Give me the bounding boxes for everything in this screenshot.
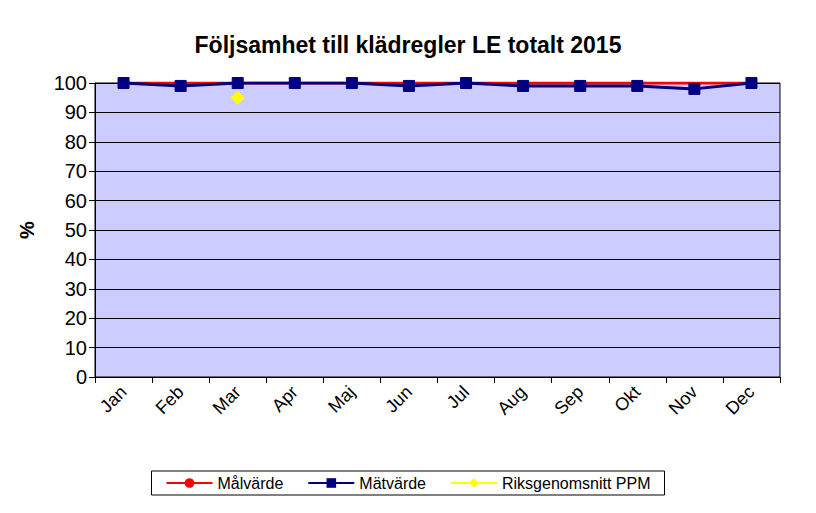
svg-text:Okt: Okt [610, 382, 644, 416]
svg-text:Aug: Aug [493, 382, 530, 419]
svg-text:70: 70 [65, 160, 87, 182]
svg-text:%: % [16, 221, 38, 239]
svg-text:60: 60 [65, 190, 87, 212]
svg-text:Jan: Jan [96, 382, 131, 417]
svg-text:Nov: Nov [665, 382, 702, 419]
svg-text:Mar: Mar [209, 382, 245, 418]
svg-text:80: 80 [65, 131, 87, 153]
svg-text:10: 10 [65, 337, 87, 359]
svg-text:Mätvärde: Mätvärde [359, 475, 426, 492]
svg-text:Målvärde: Målvärde [218, 475, 284, 492]
svg-text:50: 50 [65, 219, 87, 241]
svg-text:Sep: Sep [551, 382, 588, 419]
svg-text:Maj: Maj [324, 382, 359, 417]
svg-text:Feb: Feb [152, 382, 188, 418]
svg-text:Apr: Apr [268, 382, 302, 416]
svg-text:30: 30 [65, 278, 87, 300]
svg-text:Följsamhet till klädregler LE: Följsamhet till klädregler LE totalt 201… [195, 32, 622, 58]
svg-text:Jun: Jun [381, 382, 416, 417]
svg-text:90: 90 [65, 101, 87, 123]
svg-text:20: 20 [65, 307, 87, 329]
svg-text:100: 100 [54, 72, 87, 94]
svg-text:Jul: Jul [443, 382, 473, 412]
svg-text:Dec: Dec [722, 382, 759, 419]
svg-text:0: 0 [76, 366, 87, 388]
svg-text:Riksgenomsnitt PPM: Riksgenomsnitt PPM [502, 475, 651, 492]
svg-text:40: 40 [65, 248, 87, 270]
